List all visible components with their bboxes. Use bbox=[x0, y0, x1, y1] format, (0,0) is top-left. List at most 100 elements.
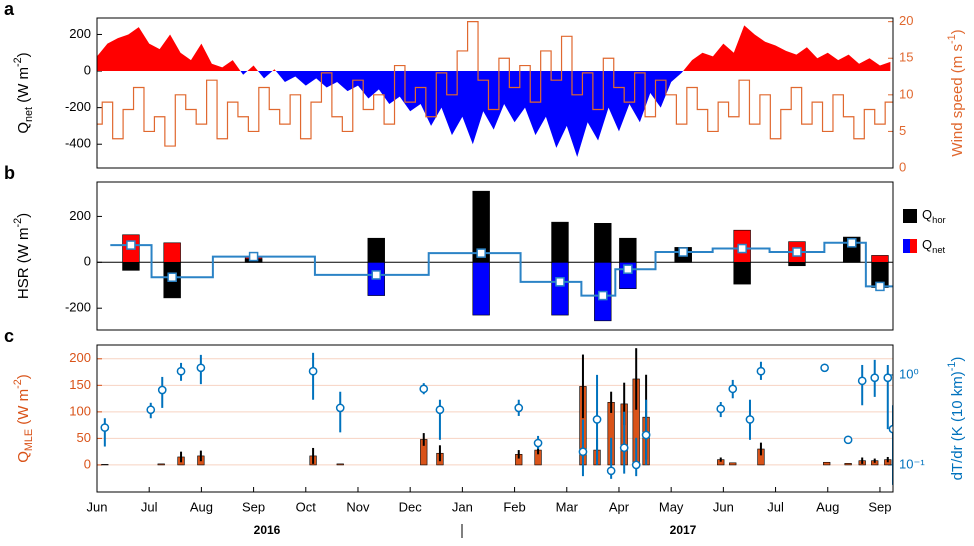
y2-tick-label: 10⁰ bbox=[899, 366, 919, 381]
bar bbox=[594, 223, 612, 263]
marker bbox=[792, 247, 802, 257]
point bbox=[419, 384, 429, 394]
year-label: 2017 bbox=[670, 523, 697, 537]
label-part: ) bbox=[15, 374, 32, 379]
bar bbox=[844, 463, 852, 466]
marker bbox=[678, 247, 688, 257]
label-part: Q bbox=[922, 207, 932, 222]
y-axis-label: Qnet (W m-2) bbox=[12, 52, 35, 133]
label-part: dT/dr (K (10 km) bbox=[949, 371, 966, 480]
point bbox=[606, 466, 616, 476]
bar bbox=[823, 461, 831, 466]
bar bbox=[472, 262, 490, 316]
marker bbox=[847, 238, 857, 248]
bar bbox=[551, 262, 569, 316]
point bbox=[308, 366, 318, 376]
bar bbox=[551, 221, 569, 263]
point bbox=[619, 443, 629, 453]
y2-tick-label: 10⁻¹ bbox=[899, 456, 925, 471]
point bbox=[146, 405, 156, 415]
point bbox=[728, 384, 738, 394]
x-tick-label: Jul bbox=[767, 499, 784, 514]
marker bbox=[371, 270, 382, 280]
x-tick-label: Sep bbox=[868, 499, 891, 514]
x-tick-label: May bbox=[659, 499, 684, 514]
label-part: -1 bbox=[946, 362, 958, 372]
x-tick-label: Feb bbox=[503, 499, 525, 514]
y-axis-label: HSR (W m-2) bbox=[12, 213, 32, 299]
label-part: ) bbox=[949, 29, 966, 34]
y-tick-label: 50 bbox=[77, 430, 91, 445]
bar bbox=[871, 255, 889, 263]
point bbox=[578, 447, 588, 457]
y-tick-label: -400 bbox=[65, 136, 91, 151]
label-part: Q bbox=[15, 122, 32, 134]
step-line bbox=[110, 241, 893, 297]
plot-frame bbox=[96, 181, 894, 331]
label-part: Q bbox=[922, 237, 932, 252]
y2-tick-label: 5 bbox=[899, 123, 906, 138]
point bbox=[100, 423, 110, 432]
x-tick-label: Jun bbox=[87, 499, 108, 514]
x-tick-label: Dec bbox=[399, 499, 423, 514]
point bbox=[435, 405, 445, 415]
legend-swatch bbox=[903, 209, 917, 223]
panel-label: b bbox=[4, 163, 15, 183]
plot-frame bbox=[96, 344, 894, 493]
legend-swatch bbox=[910, 239, 917, 253]
label-part: -2 bbox=[12, 379, 24, 389]
y-tick-label: 0 bbox=[84, 254, 91, 269]
point bbox=[756, 366, 766, 376]
plot-area bbox=[97, 21, 893, 158]
bar bbox=[157, 463, 165, 466]
plot-area bbox=[110, 190, 893, 322]
point bbox=[857, 376, 867, 386]
point bbox=[716, 404, 726, 414]
marker bbox=[126, 240, 136, 250]
y-tick-label: -200 bbox=[65, 300, 91, 315]
point bbox=[883, 373, 893, 383]
label-part: MLE bbox=[23, 429, 35, 451]
y2-tick-label: 15 bbox=[899, 50, 913, 65]
marker bbox=[555, 277, 565, 287]
legend-label: Qnet bbox=[922, 237, 946, 255]
marker bbox=[476, 248, 486, 258]
marker bbox=[875, 281, 885, 292]
bar bbox=[367, 237, 385, 263]
year-label: 2016 bbox=[254, 523, 281, 537]
bar bbox=[122, 262, 140, 271]
label-part: -2 bbox=[12, 218, 24, 228]
y-tick-label: 0 bbox=[84, 62, 91, 77]
y2-axis-label: Wind speed (m s-1) bbox=[946, 29, 966, 156]
legend-label: Qhor bbox=[922, 207, 946, 225]
bar bbox=[101, 464, 109, 466]
area bbox=[97, 25, 891, 158]
bar bbox=[733, 262, 751, 285]
y2-tick-label: 10 bbox=[899, 86, 913, 101]
point bbox=[843, 435, 853, 445]
bar bbox=[729, 462, 737, 466]
label-part: Q bbox=[15, 451, 32, 463]
point bbox=[514, 403, 524, 413]
bar bbox=[336, 463, 344, 466]
panel-label: a bbox=[4, 0, 15, 19]
x-tick-label: Aug bbox=[816, 499, 839, 514]
label-part: hor bbox=[932, 215, 946, 225]
marker bbox=[598, 290, 608, 301]
point bbox=[745, 415, 755, 424]
x-tick-label: Nov bbox=[346, 499, 370, 514]
step-line bbox=[97, 21, 893, 147]
x-tick-label: Aug bbox=[190, 499, 213, 514]
y-tick-label: 200 bbox=[69, 26, 91, 41]
y-tick-label: 200 bbox=[69, 208, 91, 223]
point bbox=[592, 415, 602, 424]
y-tick-label: 0 bbox=[84, 456, 91, 471]
marker bbox=[623, 264, 633, 274]
label-part: net bbox=[932, 245, 945, 255]
bar bbox=[472, 190, 490, 263]
label-part: (W m bbox=[15, 67, 32, 107]
point bbox=[870, 373, 880, 383]
x-tick-label: Mar bbox=[556, 499, 579, 514]
